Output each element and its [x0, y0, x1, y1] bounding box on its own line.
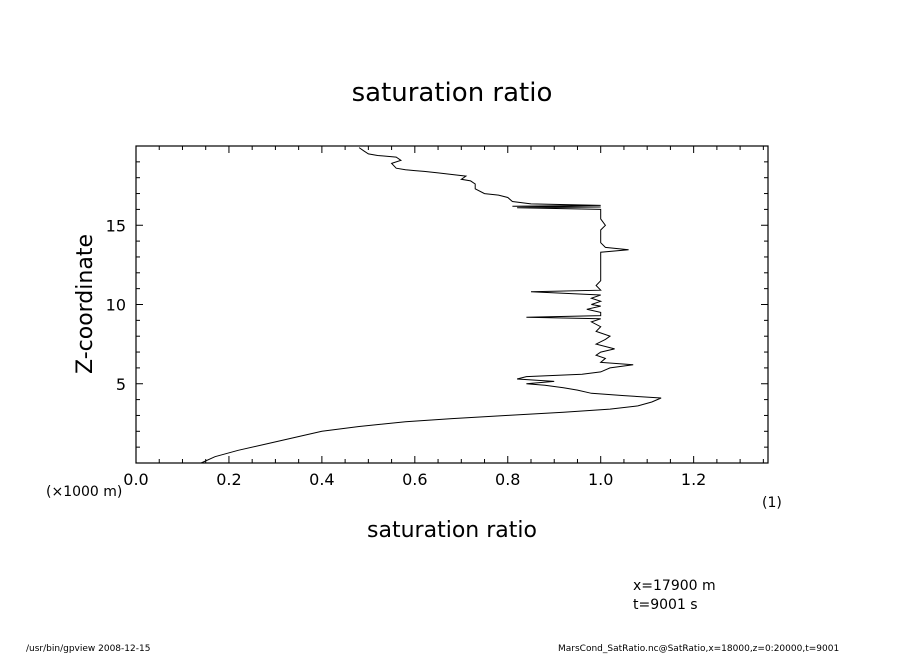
plot-frame — [135, 145, 769, 464]
series-group — [200, 147, 662, 464]
y-tick-label: 5 — [116, 375, 126, 394]
x-tick-label: 1.2 — [681, 470, 706, 489]
x-tick-label: 0.6 — [402, 470, 427, 489]
info-x-coordinate: x=17900 m — [633, 578, 716, 594]
info-time: t=9001 s — [633, 597, 698, 613]
x-tick-label: 0.8 — [495, 470, 520, 489]
y-axis-title: Z-coordinate — [73, 234, 98, 374]
footer-right: MarsCond_SatRatio.nc@SatRatio,x=18000,z=… — [558, 644, 839, 654]
y-axis-unit: (×1000 m) — [46, 484, 122, 500]
x-tick-label: 0.4 — [309, 470, 334, 489]
y-tick-label: 10 — [106, 296, 126, 315]
chart-title: saturation ratio — [352, 78, 553, 108]
series-line — [200, 147, 662, 464]
y-tick-label: 15 — [106, 216, 126, 235]
x-axis-unit: (1) — [762, 495, 782, 511]
x-tick-label: 0.2 — [216, 470, 241, 489]
axis-ticks: 0.0 0.2 0.4 0.6 0.8 1.0 1.2 5 10 15 — [106, 146, 768, 489]
x-tick-label: 0.0 — [123, 470, 148, 489]
x-axis-title: saturation ratio — [367, 518, 537, 543]
x-tick-label: 1.0 — [588, 470, 613, 489]
footer-left: /usr/bin/gpview 2008-12-15 — [26, 644, 150, 654]
